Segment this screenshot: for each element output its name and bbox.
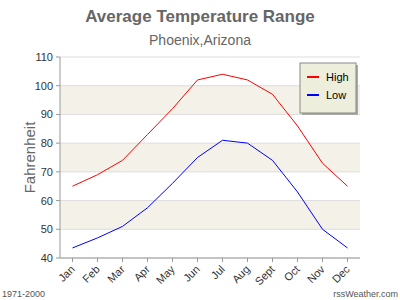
subtitle: Phoenix,Arizona — [149, 32, 251, 48]
grid-line — [60, 200, 360, 201]
y-tick-label: 40 — [41, 252, 53, 264]
x-tick-label: Jun — [181, 263, 202, 284]
grid-line — [60, 143, 360, 144]
legend-box — [300, 63, 356, 113]
annotation: 1971-2000 — [2, 289, 45, 299]
y-tick — [56, 171, 60, 172]
x-tick — [122, 258, 123, 262]
x-tick-label: Feb — [80, 263, 102, 285]
x-tick — [72, 258, 73, 262]
title: Average Temperature Range — [85, 7, 315, 26]
y-tick — [56, 143, 60, 144]
y-tick — [56, 229, 60, 230]
grid-line — [60, 57, 360, 58]
y-tick-label: 70 — [41, 166, 53, 178]
y-tick-label: 110 — [35, 51, 53, 63]
x-tick-label: Nov — [305, 263, 328, 286]
chart-svg: 405060708090100110JanFebMarAprMayJunJulA… — [0, 0, 400, 300]
y-tick-label: 50 — [41, 223, 53, 235]
x-tick — [347, 258, 348, 262]
x-tick — [322, 258, 323, 262]
legend-swatch — [307, 76, 319, 78]
x-tick-label: Apr — [131, 263, 152, 284]
legend-label: High — [326, 71, 349, 83]
grid-band — [60, 143, 360, 172]
x-tick — [147, 258, 148, 262]
annotation: rssWeather.com — [333, 289, 398, 299]
x-tick-label: Aug — [230, 263, 252, 285]
grid-line — [60, 171, 360, 172]
x-tick — [172, 258, 173, 262]
y-tick-label: 60 — [41, 195, 53, 207]
x-tick-label: May — [154, 263, 178, 287]
x-tick — [297, 258, 298, 262]
y-axis — [60, 57, 61, 258]
x-tick — [97, 258, 98, 262]
legend-label: Low — [326, 89, 346, 101]
legend-swatch — [307, 94, 319, 96]
x-tick — [222, 258, 223, 262]
series-line — [73, 140, 348, 248]
grid-line — [60, 229, 360, 230]
y-tick — [56, 258, 60, 259]
x-axis — [60, 258, 360, 259]
grid-band — [60, 201, 360, 230]
x-tick-label: Sept — [252, 263, 276, 287]
chart-container: 405060708090100110JanFebMarAprMayJunJulA… — [0, 0, 400, 300]
x-tick-label: Jan — [56, 263, 77, 284]
plot-background — [60, 57, 360, 258]
y-tick — [56, 85, 60, 86]
y-tick-label: 80 — [41, 137, 53, 149]
y-tick-label: 100 — [35, 80, 53, 92]
y-tick — [56, 114, 60, 115]
y-tick — [56, 200, 60, 201]
x-tick-label: Mar — [105, 263, 127, 285]
x-tick — [247, 258, 248, 262]
y-axis-label: Fahrenheit — [21, 121, 38, 194]
x-tick — [197, 258, 198, 262]
x-tick — [272, 258, 273, 262]
x-tick-label: Jul — [208, 263, 226, 281]
x-tick-label: Oct — [281, 263, 302, 284]
y-tick-label: 90 — [41, 108, 53, 120]
x-tick-label: Dec — [330, 263, 353, 286]
grid-line — [60, 258, 360, 259]
y-tick — [56, 57, 60, 58]
